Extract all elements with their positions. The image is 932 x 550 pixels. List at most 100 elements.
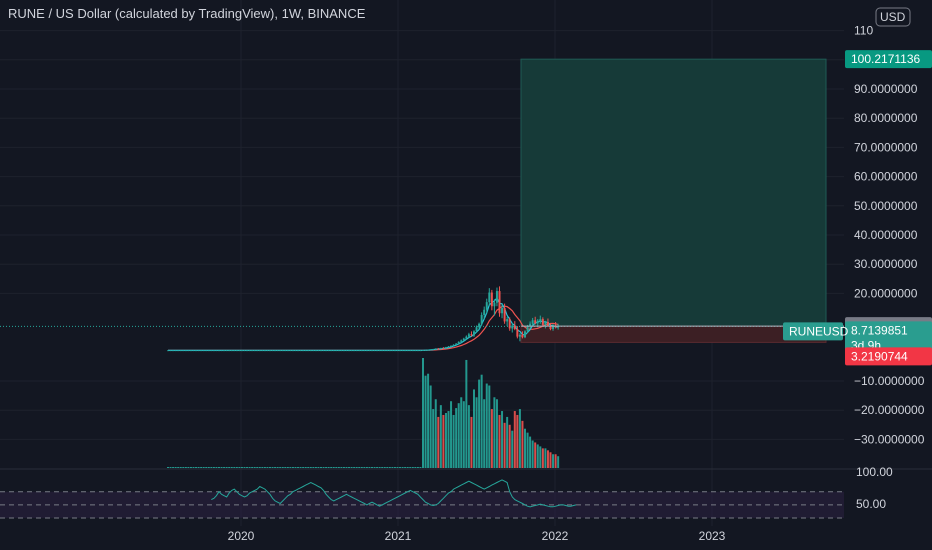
candle-body <box>179 350 182 352</box>
volume-bar <box>536 444 539 468</box>
candle-body <box>516 329 519 337</box>
candle-body <box>396 350 399 352</box>
candle-body <box>411 350 414 352</box>
candle-body <box>233 350 236 352</box>
volume-bar <box>444 413 447 468</box>
candle-body <box>205 350 208 352</box>
volume-bar <box>291 467 294 468</box>
candle-body <box>534 320 537 324</box>
candle-body <box>220 350 223 352</box>
volume-bar <box>452 414 455 468</box>
currency-badge: USD <box>875 7 911 27</box>
candle-body <box>434 348 437 350</box>
candle-body <box>197 350 200 352</box>
volume-bar <box>269 467 271 468</box>
volume-bar <box>174 467 177 468</box>
candle-body <box>406 350 409 352</box>
candle-body <box>386 350 389 352</box>
candle-body <box>422 350 424 351</box>
candle-body <box>189 350 192 352</box>
volume-bar <box>353 467 356 468</box>
volume-bar <box>554 454 557 468</box>
candle-body <box>439 348 442 349</box>
candle-body <box>460 340 463 342</box>
volume-bar <box>276 467 279 468</box>
volume-bar <box>279 467 282 468</box>
time-axis-label: 2022 <box>542 529 569 543</box>
time-axis[interactable]: 2020 2021 2022 2023 <box>228 529 726 543</box>
volume-bar <box>381 467 384 468</box>
volume-bar <box>189 467 192 468</box>
candle-body <box>327 350 330 352</box>
candle-body <box>475 327 478 332</box>
volume-bar <box>195 467 198 468</box>
volume-bar <box>483 399 486 468</box>
price-axis[interactable]: 110 90.0000000 80.0000000 70.0000000 60.0000… <box>854 7 925 511</box>
long-position-zones[interactable] <box>520 58 827 343</box>
time-axis-label: 2023 <box>699 529 726 543</box>
volume-bar <box>529 436 532 468</box>
candle-body <box>511 325 514 329</box>
volume-bar <box>220 467 223 468</box>
symbol-tag-bg <box>783 322 843 341</box>
volume-bar <box>307 467 310 468</box>
volume-bar <box>531 440 534 468</box>
symbol-tag: RUNEUSD <box>783 322 849 341</box>
candle-body <box>291 350 294 352</box>
candle-body <box>485 302 488 310</box>
volume-bar <box>187 467 190 468</box>
candle-body <box>215 350 218 352</box>
candle-body <box>518 334 521 337</box>
stop-zone <box>520 325 827 343</box>
volume-bar <box>358 467 361 468</box>
volume-bar <box>373 467 376 468</box>
last-price-tag-text: 8.7139851 <box>851 323 908 337</box>
volume-bar <box>210 467 213 468</box>
volume-bar <box>557 456 560 468</box>
volume-bar <box>383 467 386 468</box>
volume-bar <box>386 467 389 468</box>
candle-body <box>353 350 356 352</box>
candle-body <box>325 350 328 352</box>
volume-bar <box>480 374 483 468</box>
volume-bar <box>503 422 506 468</box>
price-axis-label: −20.0000000 <box>854 403 925 417</box>
candle-body <box>235 350 238 352</box>
candle-body <box>539 319 542 321</box>
target-zone <box>520 58 827 327</box>
candle-body <box>192 350 195 352</box>
volume-bar <box>501 411 504 468</box>
candle-body <box>337 350 340 352</box>
volume-bar <box>546 450 549 468</box>
candle-body <box>457 341 460 344</box>
volume-bar <box>218 467 220 468</box>
candle-body <box>240 350 243 352</box>
volume-bar <box>317 467 320 468</box>
volume-bar <box>493 397 496 468</box>
volume-bar <box>475 397 478 468</box>
candle-body <box>332 350 335 352</box>
candle-body <box>521 334 524 338</box>
price-axis-label: −30.0000000 <box>854 432 925 446</box>
price-axis-label: 20.0000000 <box>854 286 918 300</box>
candle-body <box>187 350 190 352</box>
candle-body <box>307 350 310 352</box>
volume-bar <box>534 442 537 468</box>
candle-body <box>182 350 185 352</box>
volume-bar <box>261 467 264 468</box>
candle-body <box>470 334 473 336</box>
volume-bar <box>243 467 246 468</box>
volume-bar <box>167 467 169 468</box>
candle-body <box>195 350 198 352</box>
candle-body <box>508 319 511 329</box>
candle-body <box>506 319 509 322</box>
candle-body <box>345 350 348 352</box>
candle-body <box>289 350 292 352</box>
candle-body <box>544 322 547 325</box>
volume-bar <box>393 467 396 468</box>
volume-bar <box>322 467 325 468</box>
candle-body <box>495 291 498 303</box>
volume-bar <box>266 467 269 468</box>
